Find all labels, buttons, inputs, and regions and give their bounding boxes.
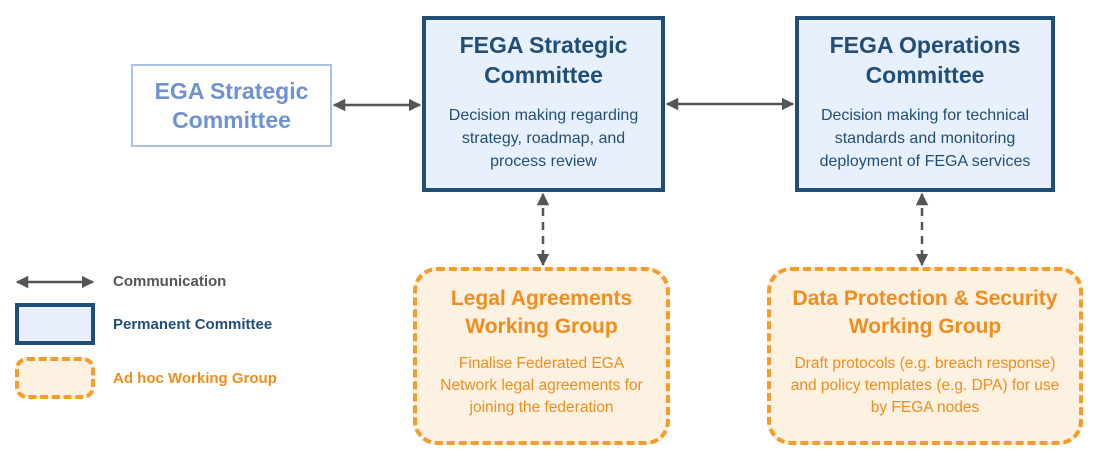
fega-strategic-committee: FEGA Strategic Committee Decision making… — [422, 16, 665, 192]
legend-permanent-label: Permanent Committee — [113, 316, 273, 333]
data-protection-working-group: Data Protection & Security Working Group… — [767, 267, 1083, 445]
ega-strategic-committee: EGA Strategic Committee — [131, 64, 332, 147]
legend-adhoc-label: Ad hoc Working Group — [113, 370, 277, 387]
legal-wg-description: Finalise Federated EGA Network legal agr… — [440, 355, 643, 416]
ega-strategic-title: EGA Strategic Committee — [154, 77, 309, 133]
fega-operations-title: FEGA Operations Committee — [829, 32, 1021, 88]
legal-wg-title: Legal Agreements Working Group — [450, 287, 633, 338]
legend-adhoc-swatch — [15, 357, 95, 399]
legend-communication-label: Communication — [113, 273, 227, 290]
fega-strategic-title: FEGA Strategic Committee — [459, 32, 628, 88]
dataprot-wg-title: Data Protection & Security Working Group — [792, 287, 1058, 338]
fega-operations-description: Decision making for technical standards … — [819, 107, 1031, 170]
fega-operations-committee: FEGA Operations Committee Decision makin… — [795, 16, 1055, 192]
fega-strategic-description: Decision making regarding strategy, road… — [448, 107, 639, 170]
dataprot-wg-description: Draft protocols (e.g. breach response) a… — [790, 355, 1060, 416]
legend-permanent-swatch — [15, 303, 95, 345]
legal-agreements-working-group: Legal Agreements Working Group Finalise … — [413, 267, 670, 445]
